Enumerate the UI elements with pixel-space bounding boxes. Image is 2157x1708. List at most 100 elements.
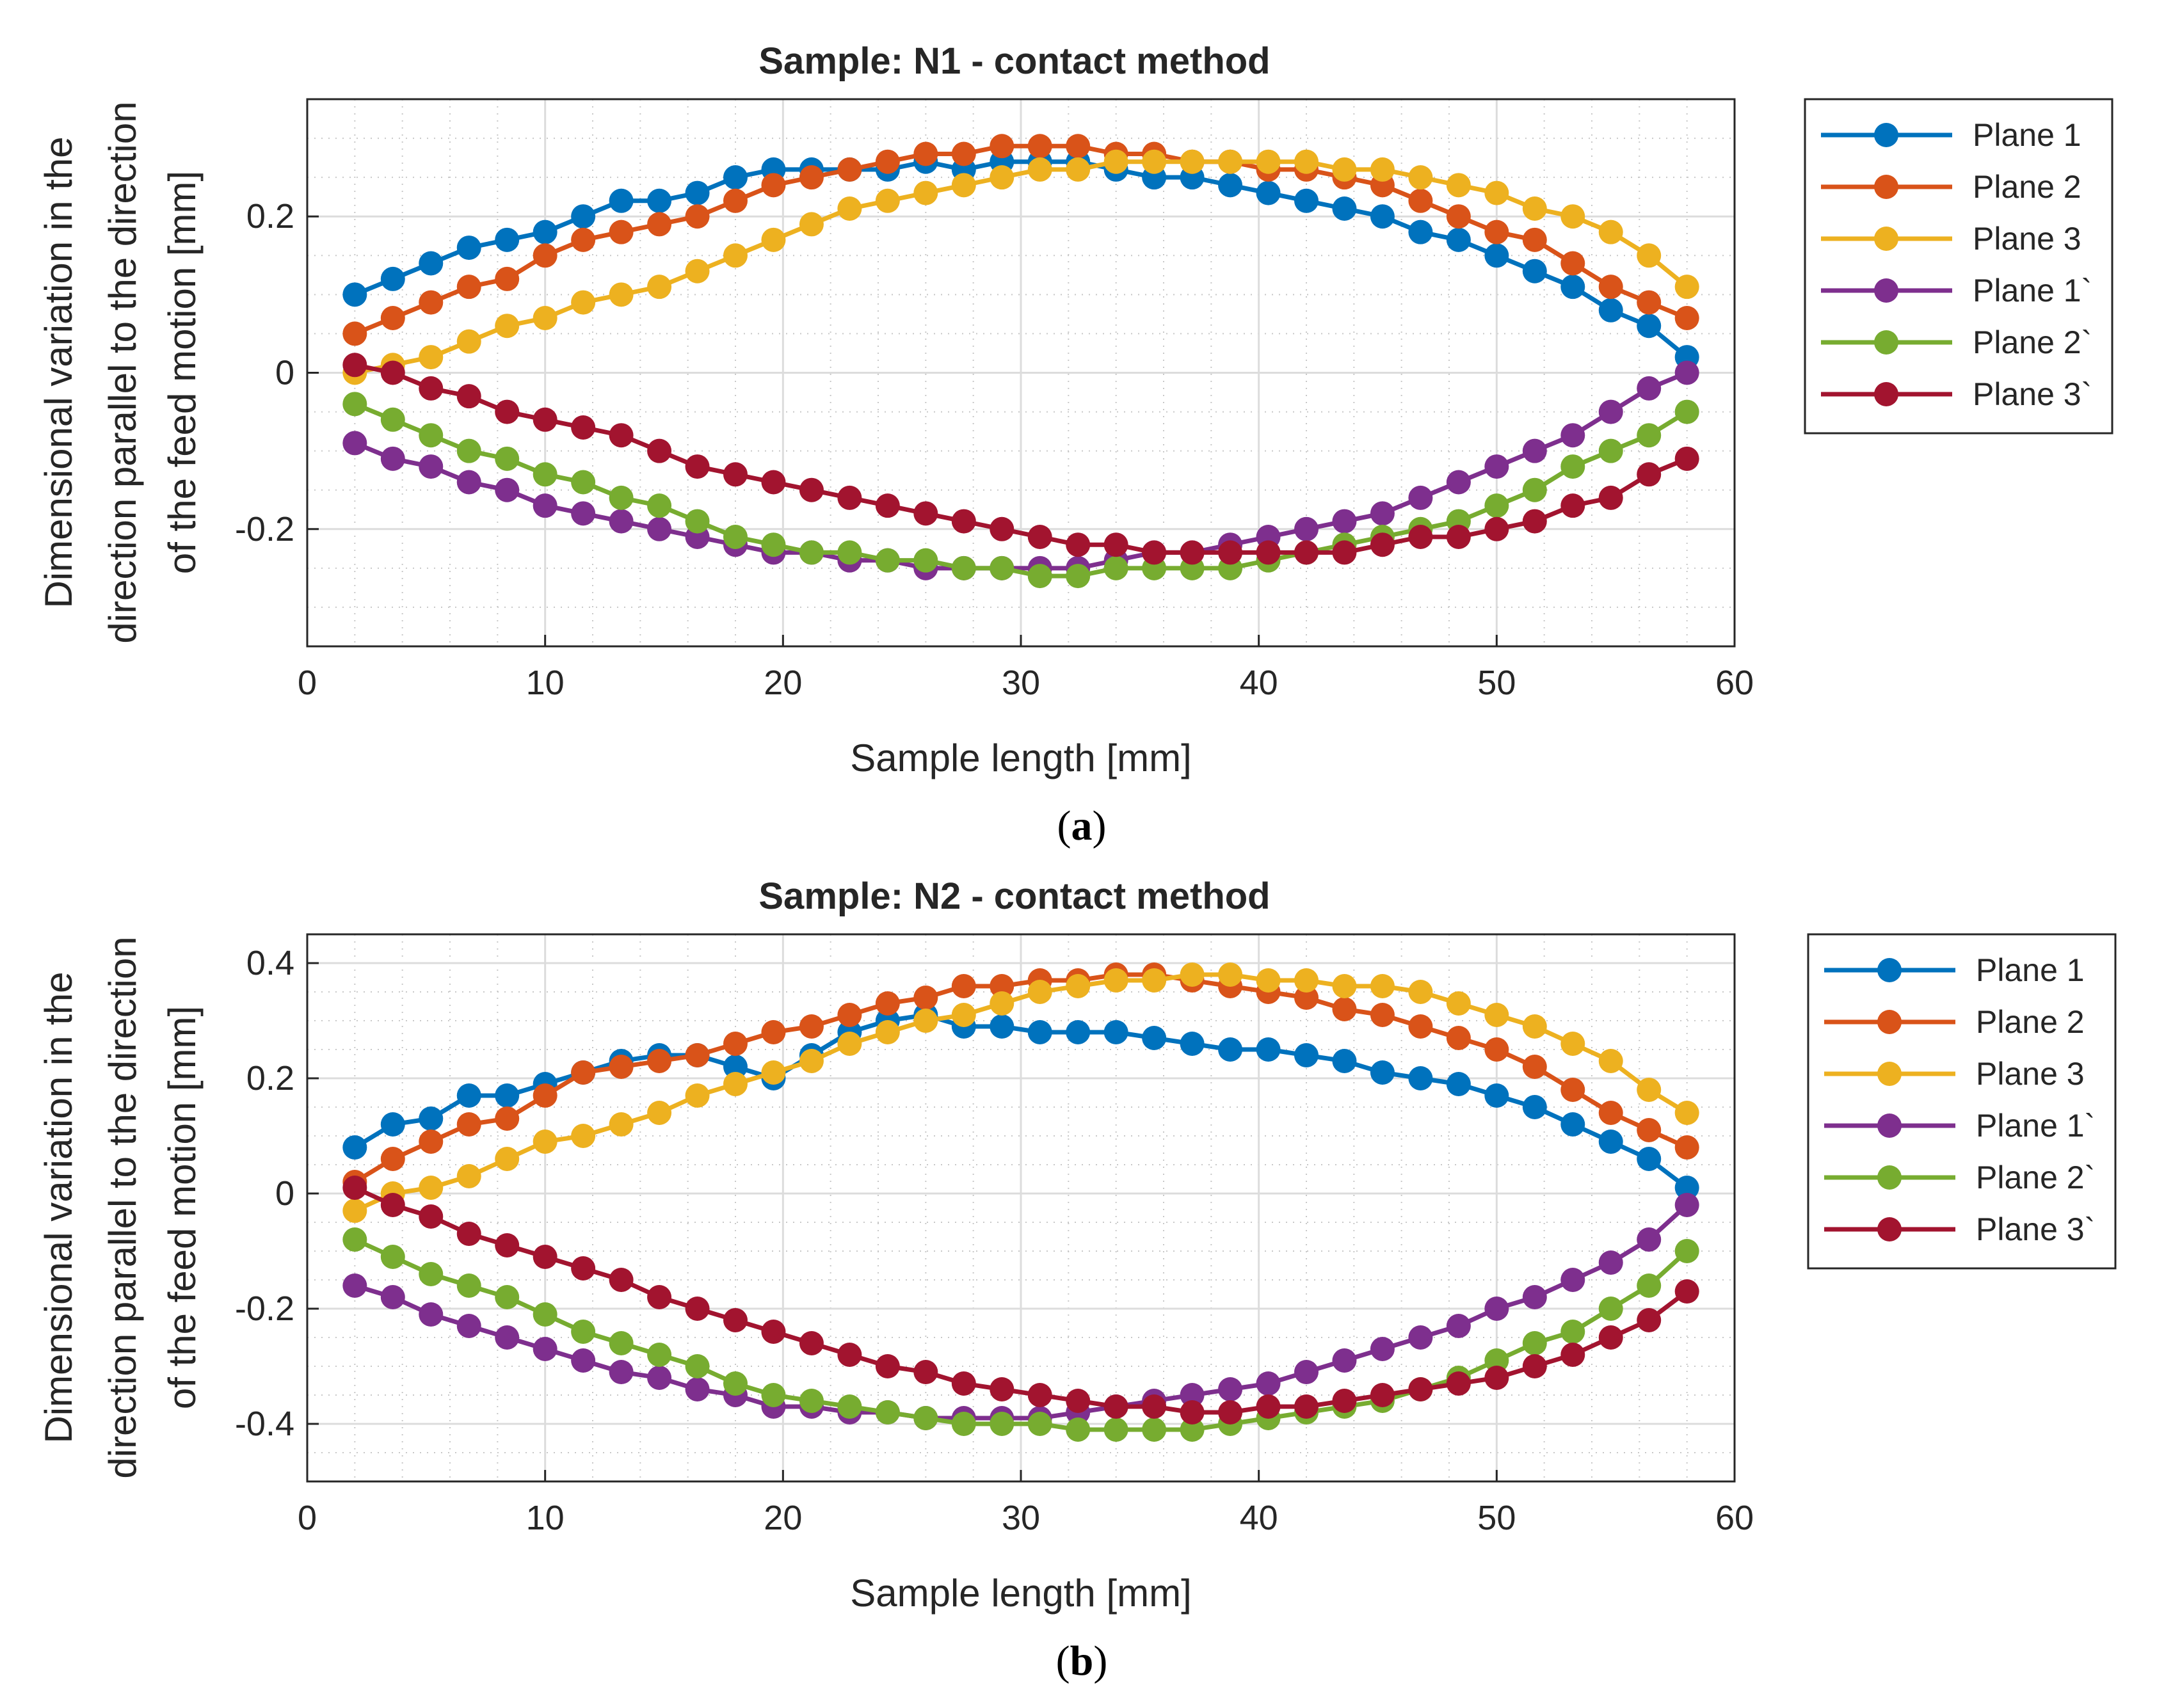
data-point xyxy=(1560,1320,1585,1344)
data-point xyxy=(1027,564,1052,589)
data-point xyxy=(1294,986,1319,1010)
data-point xyxy=(913,1360,938,1384)
data-point xyxy=(1560,423,1585,448)
data-point xyxy=(990,1412,1014,1436)
data-point xyxy=(456,384,481,409)
data-point xyxy=(1332,540,1357,565)
data-point xyxy=(533,1337,557,1361)
data-point xyxy=(913,548,938,573)
data-point xyxy=(951,1371,976,1396)
data-point xyxy=(419,345,444,370)
data-point xyxy=(342,321,367,346)
data-point xyxy=(799,540,824,565)
data-point xyxy=(1446,1371,1471,1396)
data-point xyxy=(723,188,748,213)
data-point xyxy=(951,509,976,534)
data-point xyxy=(1637,423,1662,448)
data-point xyxy=(1218,962,1243,987)
chart-n2-x-tick-labels: 0 10 20 30 40 50 60 xyxy=(298,1470,1754,1537)
x-tick-label: 60 xyxy=(1715,1499,1754,1537)
data-point xyxy=(1446,991,1471,1016)
data-point xyxy=(1484,243,1509,268)
data-point xyxy=(495,446,520,471)
data-point xyxy=(913,1406,938,1430)
data-point xyxy=(723,1072,748,1096)
data-point xyxy=(1560,493,1585,518)
data-point xyxy=(609,1360,634,1384)
chart-n1-y-label-line-3: of the feed motion [mm] xyxy=(161,171,204,574)
data-point xyxy=(419,1302,444,1327)
data-point xyxy=(380,306,405,330)
data-point xyxy=(1522,196,1547,221)
chart-n1-series xyxy=(342,134,1699,589)
data-point xyxy=(647,212,672,237)
data-point xyxy=(1637,1078,1662,1102)
chart-n1: Sample: N1 - contact method 0 10 20 30 40 50 6… xyxy=(37,40,2113,849)
legend-marker xyxy=(1874,330,1898,355)
data-point xyxy=(342,282,367,307)
series-6 xyxy=(342,1176,1699,1425)
data-point xyxy=(1027,1020,1052,1044)
series-6 xyxy=(342,353,1699,565)
data-point xyxy=(1142,149,1167,174)
chart-n1-y-label-line-1: Dimensional variation in the xyxy=(37,136,80,608)
data-point xyxy=(1103,532,1128,557)
data-point xyxy=(723,1032,748,1056)
data-point xyxy=(1598,1129,1623,1154)
data-point xyxy=(1066,157,1091,182)
data-point xyxy=(1446,1026,1471,1050)
data-point xyxy=(419,376,444,401)
data-point xyxy=(1103,1417,1128,1442)
x-tick-label: 40 xyxy=(1240,1499,1278,1537)
legend-marker xyxy=(1874,382,1898,406)
data-point xyxy=(456,1083,481,1108)
data-point xyxy=(1598,1297,1623,1321)
data-point xyxy=(1027,525,1052,549)
data-point xyxy=(990,974,1014,998)
data-point xyxy=(1637,1273,1662,1298)
data-point xyxy=(1408,1014,1433,1039)
data-point xyxy=(647,275,672,299)
data-point xyxy=(685,259,710,283)
data-point xyxy=(723,462,748,487)
data-point xyxy=(1332,509,1357,534)
data-point xyxy=(951,974,976,998)
data-point xyxy=(951,555,976,580)
data-point xyxy=(1522,1055,1547,1079)
data-point xyxy=(1674,446,1699,471)
data-point xyxy=(1598,399,1623,424)
data-point xyxy=(571,501,596,526)
data-point xyxy=(380,1147,405,1171)
data-point xyxy=(533,243,557,268)
legend-label: Plane 1 xyxy=(1973,117,2081,153)
data-point xyxy=(1522,1285,1547,1309)
data-point xyxy=(875,149,900,174)
data-point xyxy=(1674,1239,1699,1263)
data-point xyxy=(799,477,824,502)
chart-n2-title: Sample: N2 - contact method xyxy=(758,875,1270,917)
data-point xyxy=(913,180,938,205)
data-point xyxy=(647,438,672,463)
data-point xyxy=(1484,1037,1509,1062)
data-point xyxy=(495,1233,520,1257)
data-point xyxy=(1484,493,1509,518)
data-point xyxy=(1674,275,1699,299)
data-point xyxy=(1332,196,1357,221)
data-point xyxy=(456,235,481,260)
data-point xyxy=(1446,227,1471,252)
data-point xyxy=(1446,470,1471,495)
data-point xyxy=(913,501,938,526)
legend-label: Plane 3` xyxy=(1976,1211,2095,1247)
data-point xyxy=(685,1354,710,1378)
data-point xyxy=(456,1314,481,1338)
data-point xyxy=(1180,149,1205,174)
chart-n2: Sample: N2 - contact method 0 10 20 30 40 50 6… xyxy=(37,875,2117,1684)
data-point xyxy=(1370,204,1395,229)
data-point xyxy=(533,219,557,244)
y-tick-label: 0 xyxy=(275,1174,294,1213)
data-point xyxy=(495,227,520,252)
data-point xyxy=(1408,188,1433,213)
data-point xyxy=(609,219,634,244)
x-tick-label: 10 xyxy=(526,1499,565,1537)
data-point xyxy=(419,290,444,315)
